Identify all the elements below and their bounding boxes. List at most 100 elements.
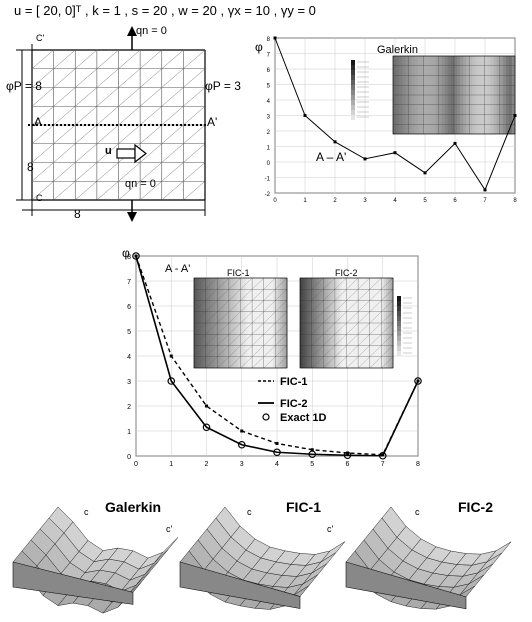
fic2-inset-diag xyxy=(346,311,359,324)
mesh-diagonal xyxy=(31,143,54,163)
mesh-diagonal xyxy=(183,106,206,126)
exact-1d-point xyxy=(378,451,387,460)
parameters-header: u = [ 20, 0]ᵀ , k = 1 , s = 20 , w = 20 … xyxy=(14,3,316,18)
fic1-inset-diag xyxy=(228,322,241,335)
mesh-diagonal xyxy=(75,68,98,88)
fic1-inset-diag xyxy=(228,289,241,301)
fic2-inset-diag xyxy=(358,322,370,335)
surface-plots xyxy=(12,506,512,614)
fic1-inset-diag xyxy=(252,356,264,369)
legend-exact-swatch xyxy=(262,413,270,421)
mesh-diagonal xyxy=(183,49,206,69)
galerkin-surface-facet xyxy=(153,537,179,564)
mesh-diagonal xyxy=(53,49,76,69)
inset-fic1-title: FIC-1 xyxy=(227,268,250,278)
galerkin-colorbar-step xyxy=(351,70,355,75)
mesh-diagonal xyxy=(53,124,76,144)
phi-left-label: φP = 8 xyxy=(6,79,42,93)
galerkin-surface-front-wall xyxy=(12,561,134,605)
fic2-inset-diag xyxy=(381,356,394,369)
fic1-inset-diag xyxy=(252,289,264,301)
fic1-inset-diag xyxy=(275,300,288,312)
fic1-inset-diag xyxy=(205,322,218,335)
y-tick-label: 7 xyxy=(267,53,271,59)
x-tick-label: 5 xyxy=(423,198,427,204)
fic-colorbar-step xyxy=(397,326,401,331)
fic1-inset-diag xyxy=(205,311,218,324)
mesh-diagonal xyxy=(118,87,141,107)
galerkin-section-label: A – A' xyxy=(316,150,347,164)
exact-1d-point xyxy=(343,451,352,460)
x-tick-label: 8 xyxy=(513,198,517,204)
velocity-label: u xyxy=(105,145,112,157)
galerkin-axis-symbol: φ xyxy=(255,40,263,54)
fic1-inset-diag xyxy=(263,334,276,346)
fic2-inset-diag xyxy=(311,311,324,324)
mesh-diagonal xyxy=(96,106,119,126)
mesh-diagonal xyxy=(75,106,98,126)
fic1-inset-diag xyxy=(240,277,253,290)
x-tick-label: 0 xyxy=(134,461,138,468)
x-tick-label: 4 xyxy=(275,461,279,468)
fic2-inset-diag xyxy=(346,300,359,312)
fic2-inset-diag xyxy=(334,300,347,312)
fic1-inset-diag xyxy=(228,311,241,324)
fic1-inset-diag xyxy=(252,300,264,312)
fic1-inset-diag xyxy=(193,300,206,312)
surface-fic2-title: FIC-2 xyxy=(458,499,493,515)
y-tick-label: 0 xyxy=(267,161,271,167)
mesh-diagonal xyxy=(75,181,98,201)
c-label: C xyxy=(36,193,43,203)
mesh-diagonal xyxy=(53,106,76,126)
fic1-inset-diag xyxy=(252,322,264,335)
fic2-inset-diag xyxy=(346,345,359,357)
exact-1d-point xyxy=(167,377,176,385)
section-a-label: A xyxy=(34,115,43,129)
fic2-inset-diag xyxy=(334,334,347,346)
fic1-inset-diag xyxy=(193,334,206,346)
fic1-inset-diag xyxy=(263,311,276,324)
y-tick-label: 4 xyxy=(267,99,271,105)
galerkin-point xyxy=(393,151,397,155)
x-tick-label: 0 xyxy=(273,198,277,204)
fic2-inset-diag xyxy=(334,289,347,301)
mesh-diagonal xyxy=(96,162,119,182)
fic1-surface-facet xyxy=(320,541,346,563)
mesh-diagonal xyxy=(96,49,119,69)
mesh-diagonal xyxy=(31,49,54,69)
fic1-inset-diag xyxy=(217,345,229,357)
galerkin-point xyxy=(303,114,307,117)
y-tick-label: 3 xyxy=(127,379,131,386)
fic1-inset-diag xyxy=(217,356,229,369)
fic1-inset-diag xyxy=(240,334,253,346)
fic1-inset-diag xyxy=(263,356,276,369)
fic1-inset-diag xyxy=(275,334,288,346)
fic1-point xyxy=(240,429,244,433)
exact-1d-point xyxy=(273,448,281,457)
mesh-diagonal xyxy=(118,181,141,201)
y-tick-label: 3 xyxy=(267,115,271,121)
fic1-inset-diag xyxy=(240,356,253,369)
y-tick-label: 6 xyxy=(127,304,131,311)
fic2-inset-diag xyxy=(369,334,382,346)
fic-colorbar-step xyxy=(397,341,401,346)
mesh-diagonal xyxy=(118,106,141,126)
fic1-inset-diag xyxy=(263,300,276,312)
mesh-diagonal xyxy=(139,124,162,144)
fic1-inset-diag xyxy=(252,277,264,290)
mesh-diagonal xyxy=(96,124,119,144)
surface3-c-label: c xyxy=(415,507,420,517)
fic2-surface-facet xyxy=(486,541,512,563)
domain-diagram xyxy=(16,26,207,222)
fic1-inset-diag xyxy=(263,289,276,301)
fic2-inset-diag xyxy=(299,311,312,324)
up-arrowhead-icon xyxy=(127,26,137,36)
c-prime-label: C' xyxy=(36,33,45,43)
fic2-inset-diag xyxy=(358,289,370,301)
down-arrowhead-icon xyxy=(127,212,137,222)
y-tick-label: 6 xyxy=(267,68,271,74)
mesh-diagonal xyxy=(75,124,98,144)
mesh-diagonal xyxy=(183,87,206,107)
mesh-diagonal xyxy=(161,162,184,182)
fic1-inset-diag xyxy=(205,345,218,357)
